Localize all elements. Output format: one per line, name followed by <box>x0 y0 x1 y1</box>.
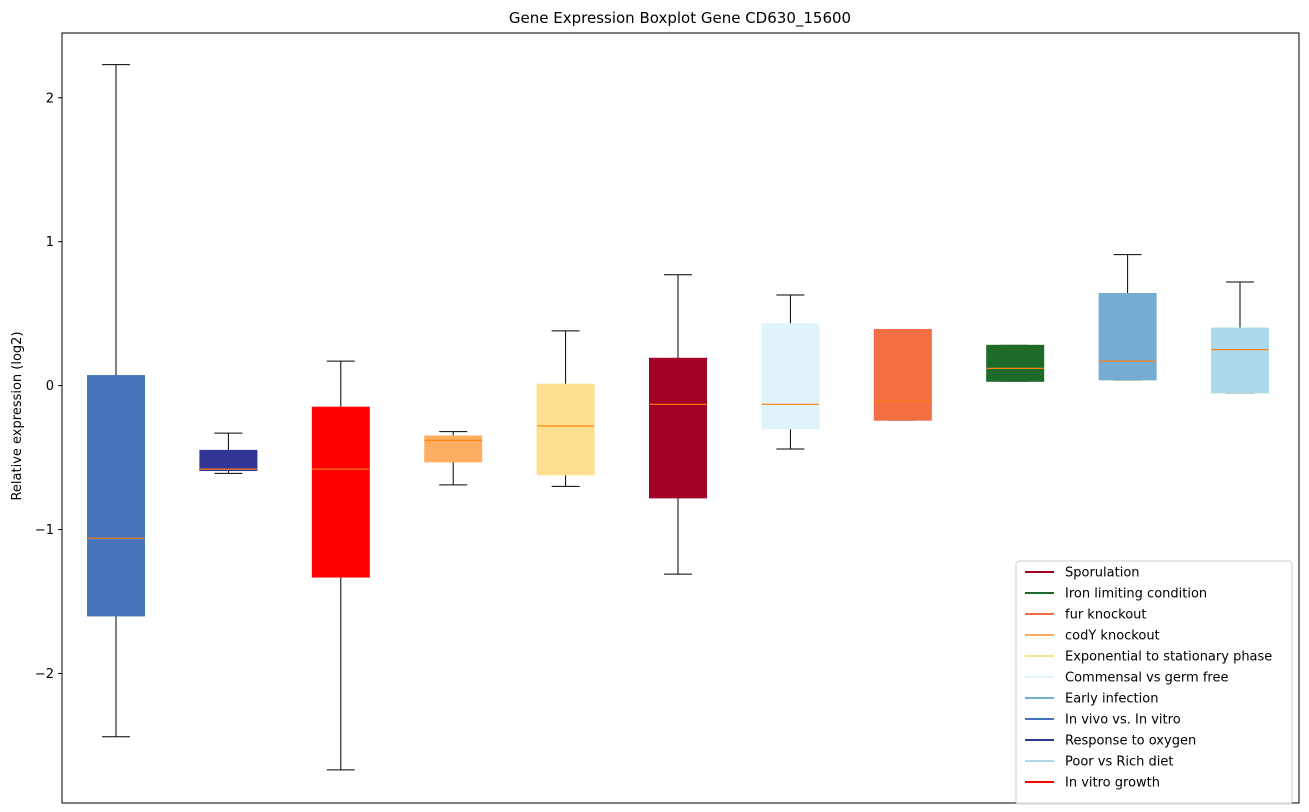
box-group <box>1211 281 1269 394</box>
box <box>87 375 145 617</box>
plot-area <box>87 64 1269 771</box>
box-group <box>1098 254 1157 381</box>
chart-title: Gene Expression Boxplot Gene CD630_15600 <box>509 9 851 28</box>
legend-label: Early infection <box>1065 692 1158 707</box>
legend-label: In vivo vs. In vitro <box>1065 713 1181 728</box>
box-group <box>761 294 820 450</box>
box <box>199 449 258 472</box>
box <box>536 383 595 476</box>
box <box>873 328 932 421</box>
box-group <box>199 432 258 474</box>
plot-frame <box>61 32 1300 804</box>
box <box>1211 327 1269 394</box>
legend-box <box>1015 560 1293 805</box>
y-tick-label: −2 <box>35 667 54 682</box>
y-tick-label: −1 <box>35 523 54 538</box>
y-axis: 2 1 0 −1 −2 <box>35 91 62 682</box>
legend-label: codY knockout <box>1065 629 1160 644</box>
box-group <box>873 328 932 421</box>
box-group <box>649 274 707 575</box>
legend-label: Poor vs Rich diet <box>1065 755 1173 770</box>
legend-label: In vitro growth <box>1065 776 1160 791</box>
y-tick-label: 2 <box>46 91 54 106</box>
legend: Sporulation Iron limiting condition fur kn… <box>1015 560 1293 805</box>
legend-label: Iron limiting condition <box>1065 587 1207 602</box>
box-group <box>87 64 145 738</box>
box-group <box>424 431 483 486</box>
legend-label: Sporulation <box>1065 566 1140 581</box>
box-group <box>536 330 595 487</box>
box <box>761 323 820 430</box>
legend-label: fur knockout <box>1065 608 1147 623</box>
y-tick-label: 0 <box>46 379 54 394</box>
box-group <box>311 360 370 771</box>
box-group <box>986 344 1045 382</box>
box <box>1098 293 1157 381</box>
legend-label: Response to oxygen <box>1065 734 1196 749</box>
box <box>311 406 370 578</box>
y-axis-label: Relative expression (log2) <box>10 331 25 500</box>
legend-label: Exponential to stationary phase <box>1065 650 1272 665</box>
legend-label: Commensal vs germ free <box>1065 671 1228 686</box>
box <box>649 357 707 499</box>
y-tick-label: 1 <box>46 235 54 250</box>
box <box>986 344 1045 382</box>
